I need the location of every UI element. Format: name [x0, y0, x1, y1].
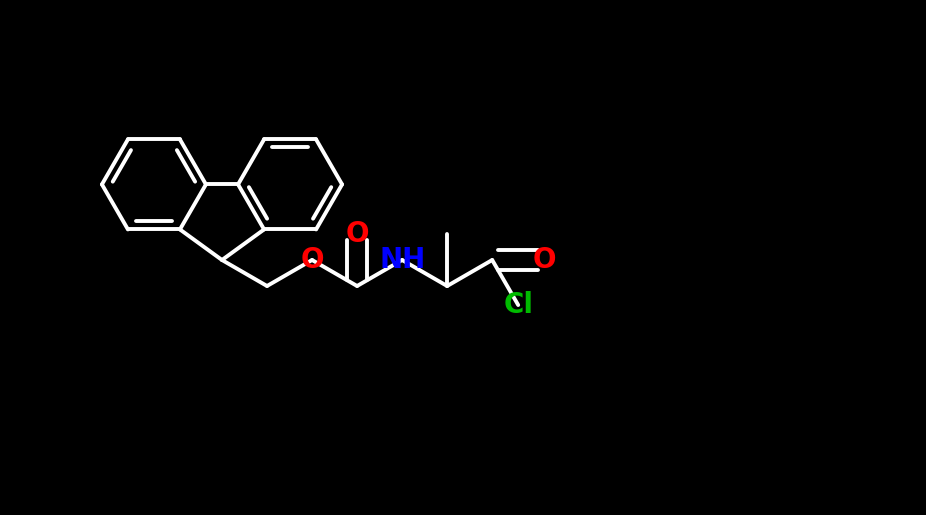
Text: Cl: Cl: [503, 291, 533, 319]
Text: O: O: [532, 246, 556, 274]
Text: O: O: [345, 220, 369, 248]
Text: O: O: [300, 246, 324, 274]
Text: NH: NH: [379, 246, 425, 274]
